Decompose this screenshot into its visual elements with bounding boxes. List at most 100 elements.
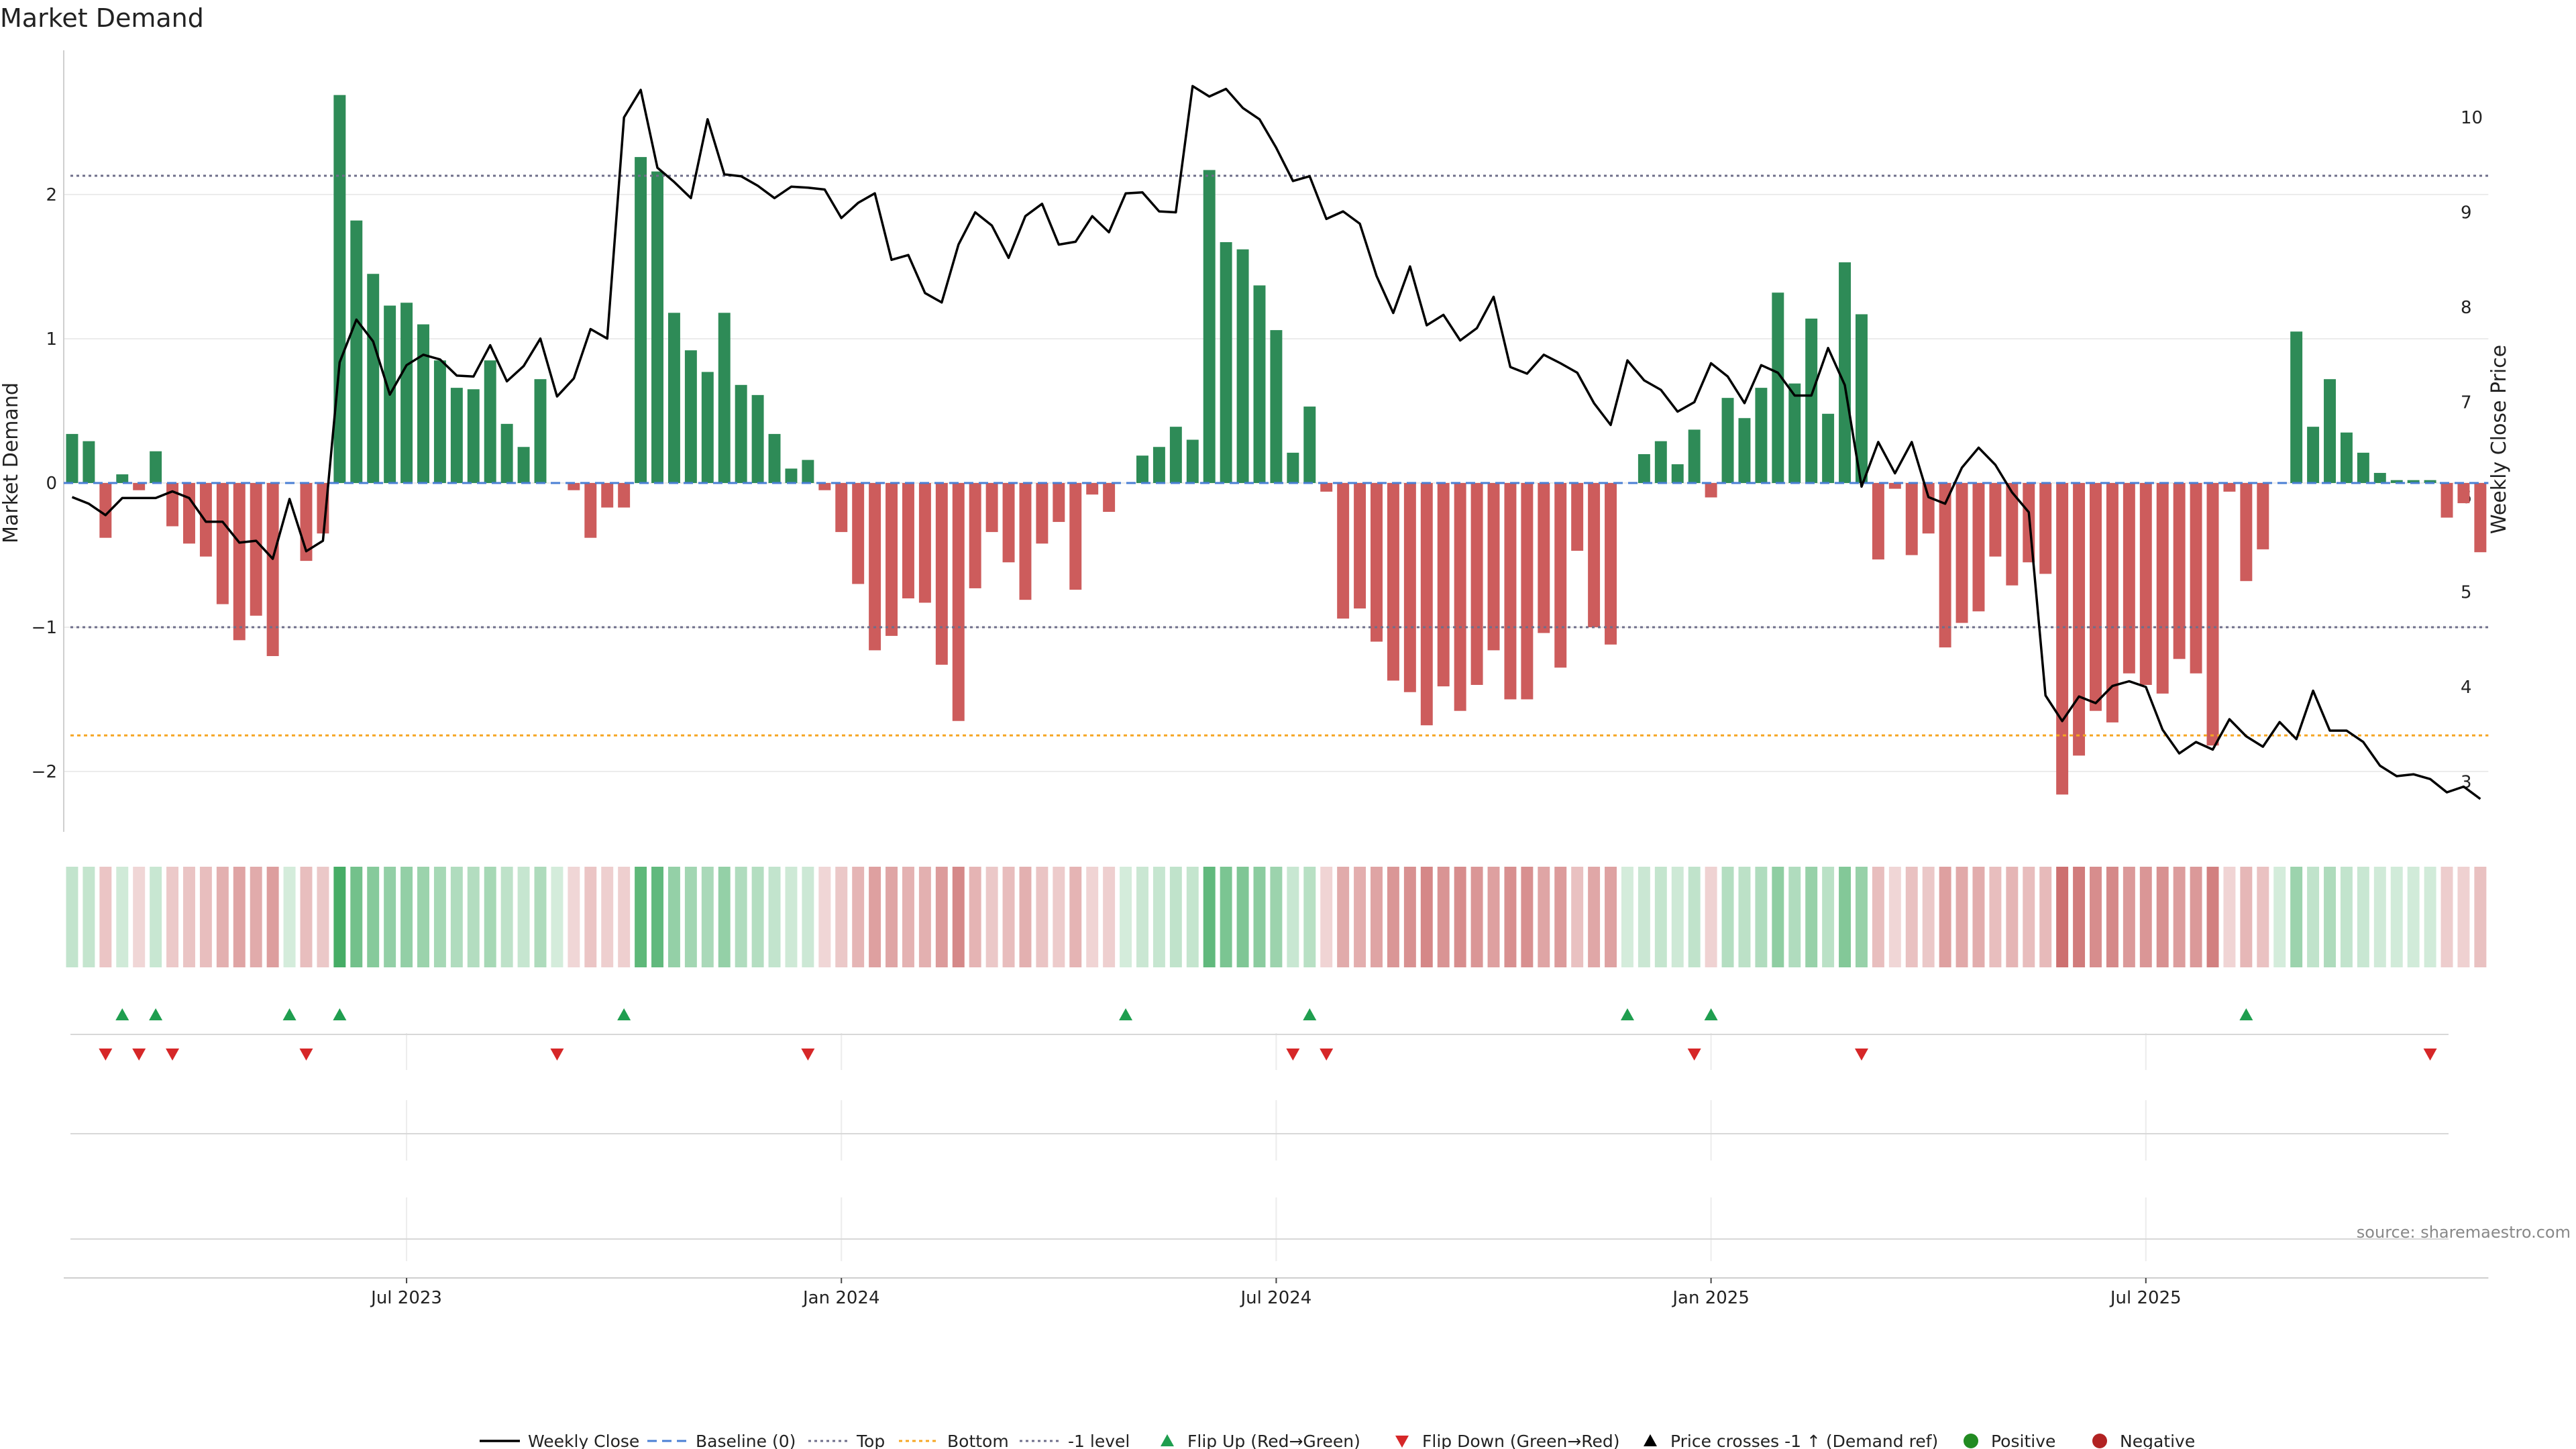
heat-cell xyxy=(2307,867,2320,967)
heat-cell xyxy=(985,867,998,967)
demand-bar xyxy=(1504,483,1517,700)
heat-cell xyxy=(1638,867,1650,967)
heat-cell xyxy=(1772,867,1784,967)
demand-bar xyxy=(2173,483,2186,659)
heat-cell xyxy=(133,867,146,967)
demand-bar xyxy=(2056,483,2069,795)
demand-bar xyxy=(1605,483,1617,645)
demand-bar xyxy=(735,384,747,483)
demand-bar xyxy=(1136,455,1148,483)
demand-bar xyxy=(1203,170,1216,483)
demand-bar xyxy=(233,483,246,641)
heat-cell xyxy=(83,867,95,967)
y2-tick-label: 8 xyxy=(2461,298,2472,318)
heat-cell xyxy=(2123,867,2135,967)
demand-bar xyxy=(584,483,597,538)
demand-bar xyxy=(1738,418,1751,483)
heat-cell xyxy=(2039,867,2052,967)
flip-down-marker xyxy=(801,1049,815,1061)
demand-bar xyxy=(2357,452,2369,483)
demand-bar xyxy=(1053,483,1065,523)
heat-cell xyxy=(635,867,647,967)
weekly-close-line xyxy=(71,85,2481,800)
heat-cell xyxy=(2474,867,2487,967)
heat-cell xyxy=(1755,867,1768,967)
demand-bar xyxy=(1420,483,1433,726)
legend-down-triangle-icon xyxy=(1395,1436,1409,1448)
heat-cell xyxy=(1822,867,1835,967)
y-tick-label: −1 xyxy=(32,618,57,638)
demand-bar xyxy=(517,447,530,483)
heat-cell xyxy=(1002,867,1015,967)
heat-cell xyxy=(317,867,329,967)
demand-bar xyxy=(1437,483,1450,687)
heat-cell xyxy=(1538,867,1550,967)
heat-cell xyxy=(1972,867,1985,967)
demand-bar xyxy=(2190,483,2202,674)
heat-cell xyxy=(768,867,781,967)
heat-cell xyxy=(1169,867,1182,967)
heat-cell xyxy=(802,867,814,967)
heat-cell xyxy=(1069,867,1082,967)
demand-bar xyxy=(150,451,162,483)
demand-bar xyxy=(2424,480,2436,483)
heat-cell xyxy=(283,867,296,967)
flip-up-marker xyxy=(149,1008,163,1020)
demand-bar xyxy=(450,388,463,483)
demand-bar xyxy=(1671,464,1684,483)
heat-cell xyxy=(1588,867,1601,967)
x-axis: Jul 2023 Jan 2024 Jul 2024 Jan 2025 Jul 2025 xyxy=(64,1277,2489,1308)
heat-cell xyxy=(701,867,714,967)
demand-bar xyxy=(818,483,831,490)
heat-cell xyxy=(1738,867,1751,967)
flip-up-marker xyxy=(1704,1008,1718,1020)
heat-cell xyxy=(1654,867,1667,967)
demand-bar xyxy=(1152,447,1165,483)
demand-bar xyxy=(266,483,279,656)
heat-cell xyxy=(150,867,162,967)
flip-up-marker xyxy=(2239,1008,2253,1020)
heat-cell xyxy=(1788,867,1801,967)
demand-bar xyxy=(1571,483,1584,551)
y2-tick-label: 4 xyxy=(2461,678,2472,698)
heat-cell xyxy=(2056,867,2069,967)
demand-bar xyxy=(333,95,346,483)
heat-cell xyxy=(1354,867,1366,967)
heat-cell xyxy=(250,867,262,967)
heat-cell xyxy=(1621,867,1633,967)
x-tick-label: Jul 2025 xyxy=(2109,1288,2182,1308)
heat-cell xyxy=(2106,867,2118,967)
heat-cell xyxy=(1989,867,2002,967)
heat-cell xyxy=(433,867,446,967)
heat-cell xyxy=(1220,867,1232,967)
demand-bar xyxy=(1705,483,1717,498)
demand-bar xyxy=(1103,483,1116,512)
flip-up-marker xyxy=(1303,1008,1317,1020)
flip-up-marker xyxy=(1620,1008,1634,1020)
demand-bar xyxy=(1839,262,1851,483)
demand-bar xyxy=(618,483,631,508)
demand-bar xyxy=(568,483,580,490)
heat-cell xyxy=(1905,867,1918,967)
demand-bar xyxy=(2290,331,2303,483)
demand-bar xyxy=(250,483,262,616)
heat-cell xyxy=(1487,867,1500,967)
demand-bar xyxy=(1538,483,1550,633)
heat-cell xyxy=(2206,867,2219,967)
heat-cell xyxy=(735,867,747,967)
heat-cell xyxy=(1019,867,1032,967)
heat-cell xyxy=(818,867,831,967)
heat-cell xyxy=(233,867,246,967)
heat-cell xyxy=(718,867,731,967)
demand-bar xyxy=(1403,483,1416,692)
demand-bar xyxy=(885,483,898,636)
heat-cell xyxy=(2090,867,2102,967)
heat-cell xyxy=(785,867,798,967)
heat-cell xyxy=(467,867,480,967)
heat-cell xyxy=(2457,867,2470,967)
demand-bar xyxy=(1236,249,1249,483)
flip-down-marker xyxy=(99,1049,113,1061)
heat-cell xyxy=(2173,867,2186,967)
heat-cell xyxy=(1872,867,1884,967)
demand-bar xyxy=(83,441,95,483)
